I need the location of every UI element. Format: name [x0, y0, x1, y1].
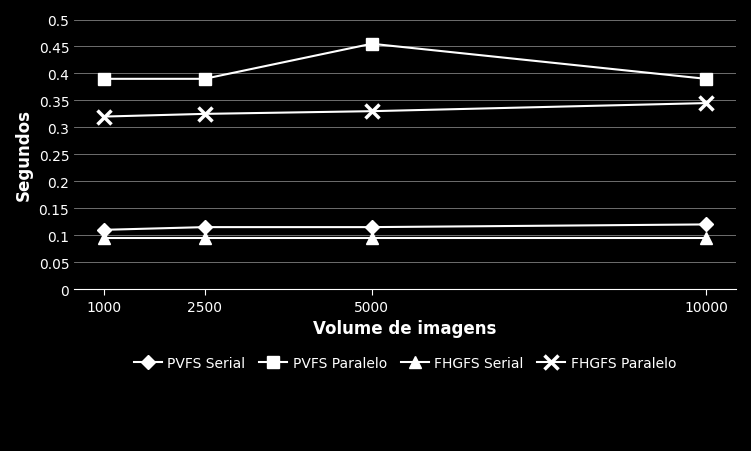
Legend: PVFS Serial, PVFS Paralelo, FHGFS Serial, FHGFS Paralelo: PVFS Serial, PVFS Paralelo, FHGFS Serial…	[128, 350, 682, 375]
Y-axis label: Segundos: Segundos	[15, 109, 33, 201]
FHGFS Serial	[200, 236, 209, 241]
PVFS Paralelo	[100, 77, 109, 83]
FHGFS Serial	[100, 236, 109, 241]
FHGFS Serial	[701, 236, 710, 241]
FHGFS Serial	[367, 236, 376, 241]
PVFS Serial	[701, 222, 710, 228]
PVFS Paralelo	[367, 42, 376, 47]
FHGFS Paralelo	[701, 101, 710, 106]
PVFS Serial	[200, 225, 209, 230]
PVFS Paralelo	[200, 77, 209, 83]
FHGFS Paralelo	[367, 109, 376, 115]
PVFS Paralelo	[701, 77, 710, 83]
PVFS Serial	[100, 228, 109, 233]
Line: FHGFS Paralelo: FHGFS Paralelo	[98, 97, 713, 124]
FHGFS Paralelo	[200, 112, 209, 117]
FHGFS Paralelo	[100, 115, 109, 120]
Line: PVFS Serial: PVFS Serial	[99, 220, 710, 235]
X-axis label: Volume de imagens: Volume de imagens	[313, 319, 496, 337]
PVFS Serial	[367, 225, 376, 230]
Line: FHGFS Serial: FHGFS Serial	[98, 232, 712, 244]
Line: PVFS Paralelo: PVFS Paralelo	[98, 38, 712, 86]
